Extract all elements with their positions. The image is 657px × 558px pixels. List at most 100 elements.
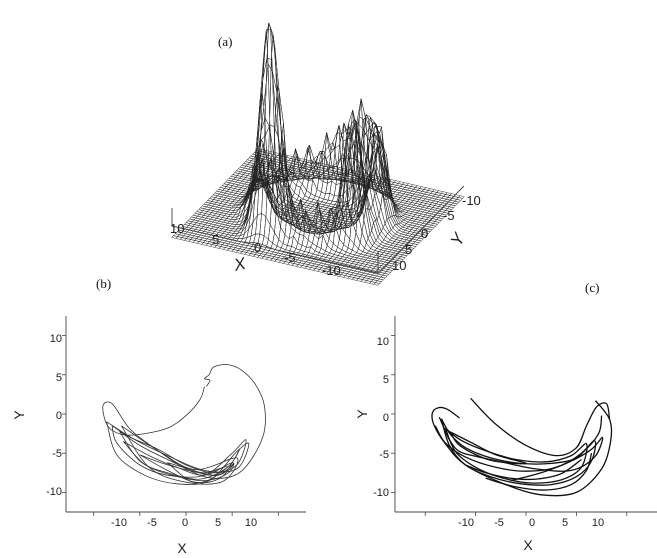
attractor-strand bbox=[485, 453, 593, 491]
surface-cell bbox=[314, 245, 322, 253]
x-tick-label-3d: 10 bbox=[170, 221, 184, 236]
surface-cell bbox=[179, 237, 187, 241]
surface-cell bbox=[360, 98, 368, 137]
surface-cell bbox=[278, 91, 286, 158]
surface-mesh bbox=[171, 22, 465, 286]
x-axis-line-3d bbox=[171, 225, 379, 274]
surface-cell bbox=[339, 226, 346, 246]
surface-cell bbox=[365, 207, 372, 235]
x-axis-title-3d: X bbox=[231, 254, 248, 275]
x-axis-title: X bbox=[523, 537, 533, 553]
attractor-strand bbox=[449, 431, 527, 465]
y-tick-label: -10 bbox=[46, 486, 62, 498]
surface-cell bbox=[343, 232, 351, 249]
surface-cell bbox=[337, 252, 345, 257]
attractor-plot-axes bbox=[391, 316, 657, 516]
surface-cell bbox=[331, 243, 338, 252]
surface-cell bbox=[218, 246, 226, 250]
surface-cell bbox=[307, 229, 315, 244]
attractor-strand bbox=[465, 458, 582, 481]
y-tick-label: -5 bbox=[379, 449, 389, 461]
surface-cell bbox=[326, 238, 334, 250]
surface-cell bbox=[313, 268, 321, 272]
contour-line bbox=[102, 364, 266, 479]
y-tick-label: 5 bbox=[56, 372, 62, 384]
surface-plot-panel: (a) 10 5 0 -5 -10 X -10 -5 0 5 10 Y bbox=[170, 22, 481, 286]
y-tick-label-3d: -10 bbox=[462, 193, 481, 208]
contour-plot-panel: -10 -5 0 5 10 10 5 0 -5 -10 X Y bbox=[11, 316, 306, 556]
y-axis-line-3d bbox=[377, 185, 465, 274]
x-tick-label: 0 bbox=[182, 517, 188, 529]
surface-cell bbox=[325, 199, 333, 205]
surface-cell bbox=[171, 235, 179, 239]
y-axis-title: Y bbox=[354, 409, 370, 419]
contour-line bbox=[111, 425, 247, 478]
surface-cell bbox=[326, 132, 334, 151]
surface-cell bbox=[330, 147, 337, 168]
surface-cell bbox=[192, 240, 200, 244]
x-tick-label: -5 bbox=[147, 517, 157, 529]
surface-axes bbox=[171, 185, 465, 274]
surface-cell bbox=[312, 234, 319, 247]
surface-cell bbox=[227, 248, 235, 252]
surface-cell bbox=[321, 198, 329, 204]
surface-cell bbox=[201, 242, 209, 246]
surface-cell bbox=[270, 258, 278, 262]
surface-cell bbox=[175, 236, 183, 240]
surface-cell bbox=[333, 251, 341, 256]
panel-label-a: (a) bbox=[218, 34, 232, 49]
surface-cell bbox=[364, 280, 372, 284]
surface-cell bbox=[302, 195, 310, 201]
surface-cell bbox=[263, 216, 271, 240]
surface-cell bbox=[322, 230, 330, 247]
y-tick-label-3d: 5 bbox=[405, 242, 412, 257]
surface-cell bbox=[341, 244, 349, 253]
surface-cell bbox=[336, 124, 344, 142]
surface-cell bbox=[368, 209, 376, 224]
surface-cell bbox=[329, 248, 337, 255]
surface-cell bbox=[306, 197, 314, 203]
surface-cell bbox=[304, 190, 312, 199]
surface-cell bbox=[308, 267, 316, 271]
y-axis-title-3d: Y bbox=[447, 229, 470, 250]
surface-cell bbox=[323, 250, 331, 256]
surface-cell bbox=[343, 275, 351, 279]
x-axis-title: X bbox=[177, 540, 187, 556]
surface-cell bbox=[302, 251, 310, 256]
surface-cell bbox=[231, 249, 239, 253]
surface-cell bbox=[261, 256, 269, 260]
surface-cell bbox=[390, 215, 397, 226]
surface-cell bbox=[265, 257, 273, 261]
surface-cell bbox=[184, 238, 192, 242]
x-tick-label: 0 bbox=[529, 517, 535, 529]
attractor-strand bbox=[440, 418, 597, 486]
surface-cell bbox=[373, 282, 381, 286]
contour-line bbox=[122, 441, 235, 482]
y-tick-label: 0 bbox=[56, 410, 62, 422]
surface-cell bbox=[281, 243, 288, 250]
y-axis-title: Y bbox=[11, 410, 27, 420]
contour-curves bbox=[102, 364, 266, 486]
attractor-strand bbox=[444, 427, 588, 484]
x-tick-label: -5 bbox=[494, 517, 504, 529]
panel-label-c: (c) bbox=[585, 280, 599, 295]
surface-cell bbox=[368, 281, 376, 285]
y-tick-label: -5 bbox=[52, 448, 62, 460]
x-tick-label-3d: -5 bbox=[284, 250, 296, 265]
y-tick-label: 5 bbox=[383, 374, 389, 386]
y-tick-label-3d: 10 bbox=[392, 258, 406, 273]
x-tick-label: 10 bbox=[592, 517, 604, 529]
surface-cell bbox=[196, 241, 204, 245]
attractor-strand bbox=[470, 397, 611, 457]
x-tick-label: 5 bbox=[562, 517, 568, 529]
contour-plot-axes bbox=[62, 316, 306, 516]
surface-cell bbox=[257, 255, 265, 259]
surface-cell bbox=[300, 183, 307, 197]
attractor-plot-panel: -10 -5 0 5 10 10 5 0 -5 -10 X Y bbox=[354, 316, 657, 553]
panel-label-b: (b) bbox=[96, 276, 111, 291]
x-tick-label: -10 bbox=[458, 517, 474, 529]
surface-cell bbox=[327, 192, 335, 202]
surface-cell bbox=[345, 247, 353, 254]
surface-cell bbox=[278, 226, 286, 244]
